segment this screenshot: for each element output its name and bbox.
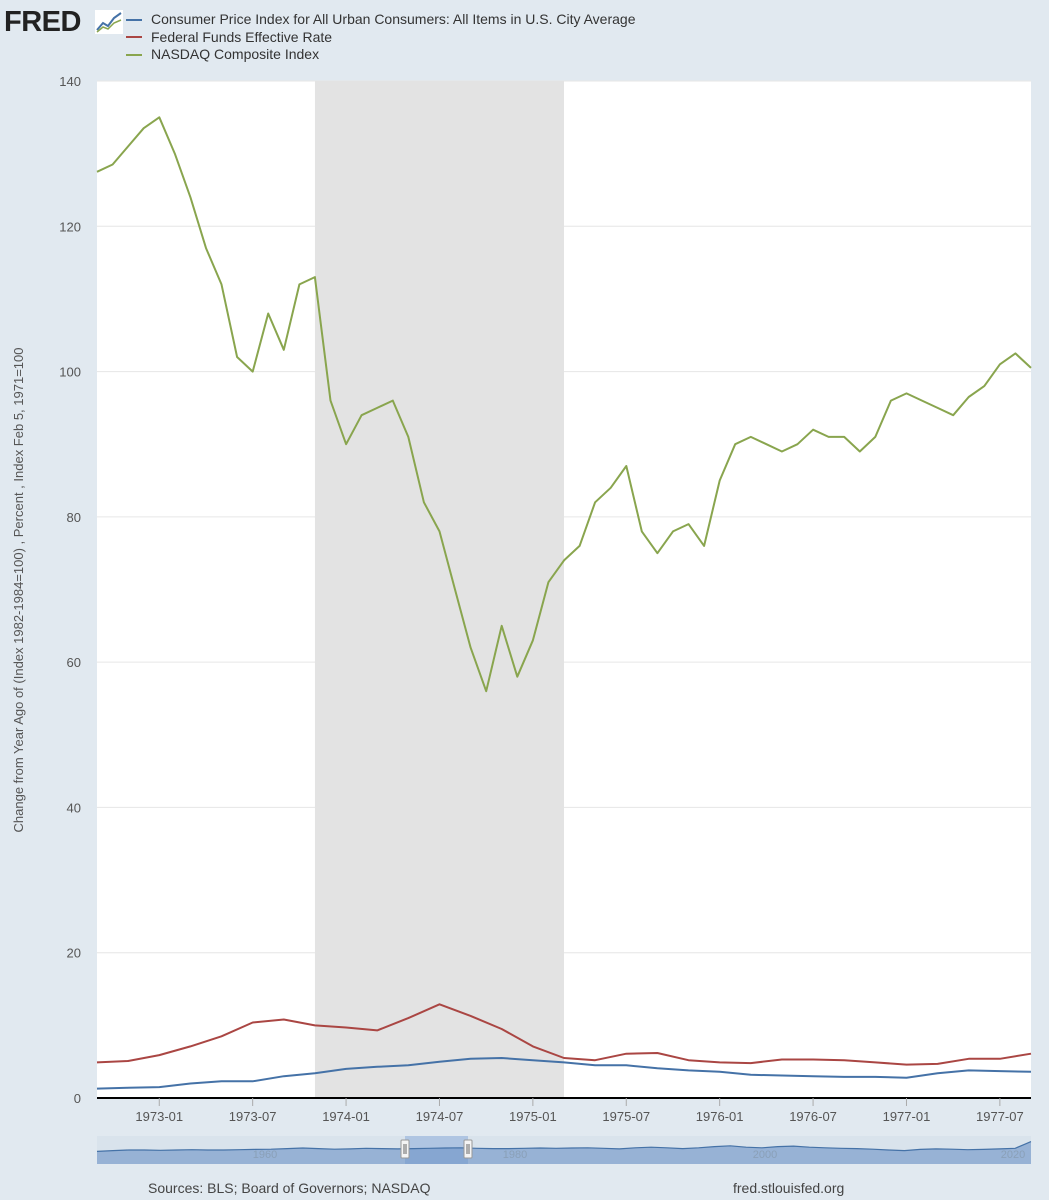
navigator-handle-left[interactable] (400, 1139, 410, 1159)
x-tick-label: 1977-07 (976, 1109, 1024, 1124)
x-tick-label: 1973-07 (229, 1109, 277, 1124)
series (96, 116, 1032, 1090)
x-tick-label: 1975-01 (509, 1109, 557, 1124)
navigator-tick-label: 1980 (503, 1149, 527, 1161)
legend-item-fedfunds[interactable]: Federal Funds Effective Rate (126, 29, 636, 47)
y-tick-label: 120 (59, 219, 81, 234)
legend-label-cpi: Consumer Price Index for All Urban Consu… (151, 11, 636, 27)
x-tick-label: 1977-01 (883, 1109, 931, 1124)
fred-line-chart-icon (95, 10, 123, 34)
legend-swatch-cpi (126, 18, 142, 21)
y-tick-label: 0 (74, 1091, 81, 1106)
legend-label-nasdaq: NASDAQ Composite Index (151, 46, 320, 62)
series-line-cpi[interactable] (96, 1057, 1032, 1090)
chart: 0 20 40 60 80 100 120 140 1973-01 1973-07 1974-01… (11, 74, 1032, 1164)
legend-swatch-nasdaq (126, 53, 142, 56)
y-tick-label: 100 (59, 365, 81, 380)
legend-swatch-fedfunds (126, 36, 142, 39)
navigator-tick-label: 2000 (753, 1149, 777, 1161)
legend-label-fedfunds: Federal Funds Effective Rate (151, 28, 333, 45)
navigator-handle-right[interactable] (463, 1139, 473, 1159)
navigator-labels: 1960 1980 2000 2020 (253, 1149, 1025, 1161)
y-tick-label: 40 (67, 800, 81, 815)
legend-item-nasdaq[interactable]: NASDAQ Composite Index (126, 46, 636, 64)
navigator-tick-label: 2020 (1001, 1149, 1025, 1161)
y-axis: 0 20 40 60 80 100 120 140 (59, 74, 81, 1106)
x-tick-label: 1975-07 (602, 1109, 650, 1124)
legend-item-cpi[interactable]: Consumer Price Index for All Urban Consu… (126, 11, 636, 29)
x-tick-label: 1973-01 (135, 1109, 183, 1124)
sources-text: Sources: BLS; Board of Governors; NASDAQ (148, 1180, 431, 1196)
recession-band (314, 81, 564, 1098)
fred-url-link[interactable]: fred.stlouisfed.org (733, 1180, 845, 1196)
chart-legend: Consumer Price Index for All Urban Consu… (126, 11, 636, 64)
fred-logo[interactable]: FRED (4, 4, 123, 40)
fred-logo-text: FRED (4, 6, 81, 38)
y-tick-label: 20 (67, 946, 81, 961)
navigator-tick-label: 1960 (253, 1149, 277, 1161)
x-axis: 1973-01 1973-07 1974-01 1974-07 1975-01 1975-… (135, 1098, 1024, 1124)
y-tick-label: 140 (59, 74, 81, 89)
navigator-series-area (97, 1141, 1031, 1164)
series-line-nasdaq[interactable] (96, 116, 1032, 693)
x-tick-label: 1976-01 (696, 1109, 744, 1124)
x-tick-label: 1974-01 (322, 1109, 370, 1124)
x-tick-label: 1976-07 (789, 1109, 837, 1124)
y-axis-title: Change from Year Ago of (Index 1982-1984… (11, 348, 26, 833)
series-line-fedfunds[interactable] (96, 1003, 1032, 1066)
y-tick-label: 80 (67, 510, 81, 525)
range-navigator[interactable]: 1960 1980 2000 2020 (96, 1136, 1032, 1164)
y-tick-label: 60 (67, 655, 81, 670)
navigator-series-line (96, 1141, 1032, 1152)
x-tick-label: 1974-07 (416, 1109, 464, 1124)
